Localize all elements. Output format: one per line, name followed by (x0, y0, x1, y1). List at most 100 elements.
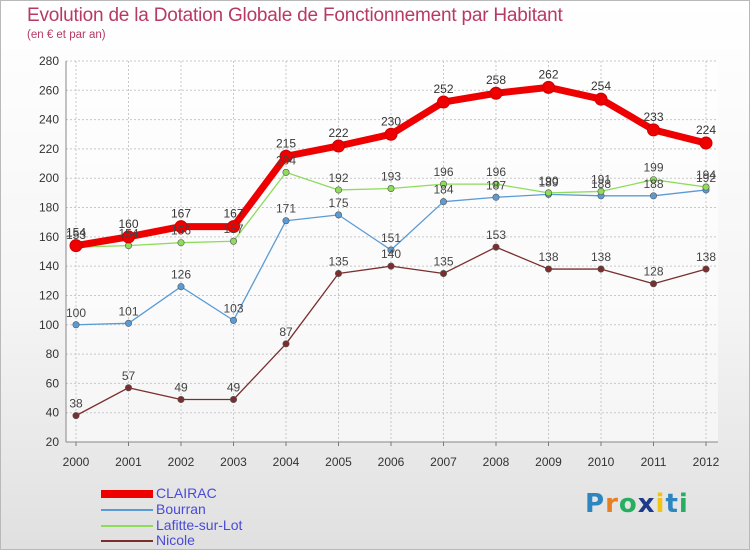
data-label-bourran: 188 (591, 177, 611, 191)
y-tick-label: 80 (46, 347, 60, 361)
data-label-nicole: 140 (381, 247, 401, 261)
logo-letter: i (655, 489, 666, 519)
data-label-bourran: 171 (276, 202, 296, 216)
data-label-nicole: 138 (696, 250, 716, 264)
data-label-clairac: 254 (591, 79, 611, 93)
y-tick-label: 60 (46, 376, 60, 390)
data-point-bourran (282, 217, 290, 225)
data-label-clairac: 224 (696, 123, 716, 137)
data-point-nicole (544, 265, 552, 273)
data-label-clairac: 160 (118, 217, 138, 231)
legend-swatch-bourran (101, 509, 153, 511)
data-label-clairac: 222 (328, 126, 348, 140)
logo-letter: i (678, 489, 689, 519)
legend-label-lafitte: Lafitte-sur-Lot (156, 517, 243, 533)
logo-letter: x (637, 489, 656, 519)
data-label-bourran: 192 (696, 171, 716, 185)
y-tick-label: 200 (39, 171, 59, 185)
y-tick-label: 140 (39, 259, 59, 273)
data-label-lafitte: 196 (433, 165, 453, 179)
data-point-nicole (72, 412, 80, 420)
data-label-bourran: 184 (433, 183, 453, 197)
data-label-clairac: 230 (381, 114, 401, 128)
data-label-bourran: 187 (486, 178, 506, 192)
x-tick-label: 2005 (325, 455, 352, 469)
data-label-clairac: 233 (643, 110, 663, 124)
x-tick-label: 2007 (430, 455, 457, 469)
x-tick-label: 2010 (588, 455, 615, 469)
x-tick-label: 2008 (483, 455, 510, 469)
data-label-lafitte: 190 (538, 174, 558, 188)
y-tick-label: 100 (39, 318, 59, 332)
data-point-lafitte (544, 189, 552, 197)
data-point-bourran (649, 192, 657, 200)
data-label-bourran: 188 (643, 177, 663, 191)
data-point-lafitte (439, 180, 447, 188)
data-point-bourran (439, 198, 447, 206)
data-label-nicole: 138 (591, 250, 611, 264)
data-point-bourran (72, 321, 80, 329)
data-point-lafitte (125, 242, 133, 250)
data-point-bourran (177, 283, 185, 291)
data-point-nicole (439, 269, 447, 277)
data-point-bourran (334, 211, 342, 219)
data-point-nicole (334, 269, 342, 277)
data-point-clairac (647, 123, 660, 137)
x-tick-label: 2002 (168, 455, 195, 469)
x-tick-label: 2000 (63, 455, 90, 469)
data-label-clairac: 215 (276, 136, 296, 150)
data-label-nicole: 135 (328, 254, 348, 268)
data-label-nicole: 49 (174, 381, 188, 395)
data-label-lafitte: 191 (591, 172, 611, 186)
data-label-bourran: 101 (118, 304, 138, 318)
y-tick-label: 120 (39, 288, 59, 302)
data-label-nicole: 138 (538, 250, 558, 264)
data-point-lafitte (597, 187, 605, 195)
data-point-lafitte (230, 237, 238, 245)
data-point-nicole (597, 265, 605, 273)
y-tick-label: 260 (39, 83, 59, 97)
data-point-nicole (387, 262, 395, 270)
data-label-lafitte: 204 (276, 153, 296, 167)
data-point-clairac (542, 80, 555, 94)
data-label-lafitte: 193 (381, 169, 401, 183)
x-tick-label: 2001 (115, 455, 142, 469)
data-label-clairac: 167 (171, 207, 191, 221)
data-point-lafitte (492, 180, 500, 188)
data-label-nicole: 49 (227, 381, 241, 395)
legend-swatch-clairac (101, 490, 153, 498)
data-point-clairac (174, 220, 188, 234)
data-point-clairac (122, 230, 135, 244)
chart-title: Evolution de la Dotation Globale de Fonc… (27, 5, 563, 26)
data-point-clairac (594, 92, 608, 106)
data-point-nicole (282, 340, 290, 348)
data-label-lafitte: 194 (696, 168, 716, 182)
data-label-clairac: 167 (223, 207, 243, 221)
data-label-nicole: 87 (279, 325, 293, 339)
data-point-nicole (649, 280, 657, 288)
chart-subtitle: (en € et par an) (27, 29, 106, 41)
data-point-clairac (384, 127, 398, 141)
x-tick-label: 2003 (220, 455, 247, 469)
data-point-bourran (230, 316, 238, 324)
legend-label-nicole: Nicole (156, 532, 195, 548)
data-label-nicole: 135 (433, 254, 453, 268)
logo-letter: r (605, 489, 619, 519)
x-tick-label: 2009 (535, 455, 562, 469)
proxiti-logo[interactable]: Proxiti (585, 489, 689, 519)
line-chart: 20 40 60 80 100 120 140 160 180 200 220 240 260 280 20… (39, 54, 720, 469)
logo-letter: P (585, 489, 606, 519)
data-point-nicole (177, 396, 185, 404)
data-point-lafitte (702, 183, 710, 191)
data-point-clairac (227, 220, 240, 234)
data-point-lafitte (649, 176, 657, 184)
data-point-nicole (230, 396, 238, 404)
data-label-lafitte: 157 (223, 222, 243, 236)
data-point-clairac (437, 95, 450, 109)
data-label-bourran: 100 (66, 306, 86, 320)
data-label-bourran: 175 (328, 196, 348, 210)
y-tick-label: 20 (46, 435, 60, 449)
logo-letter: o (618, 489, 638, 519)
data-point-bourran (125, 319, 133, 327)
data-label-clairac: 262 (538, 67, 558, 81)
